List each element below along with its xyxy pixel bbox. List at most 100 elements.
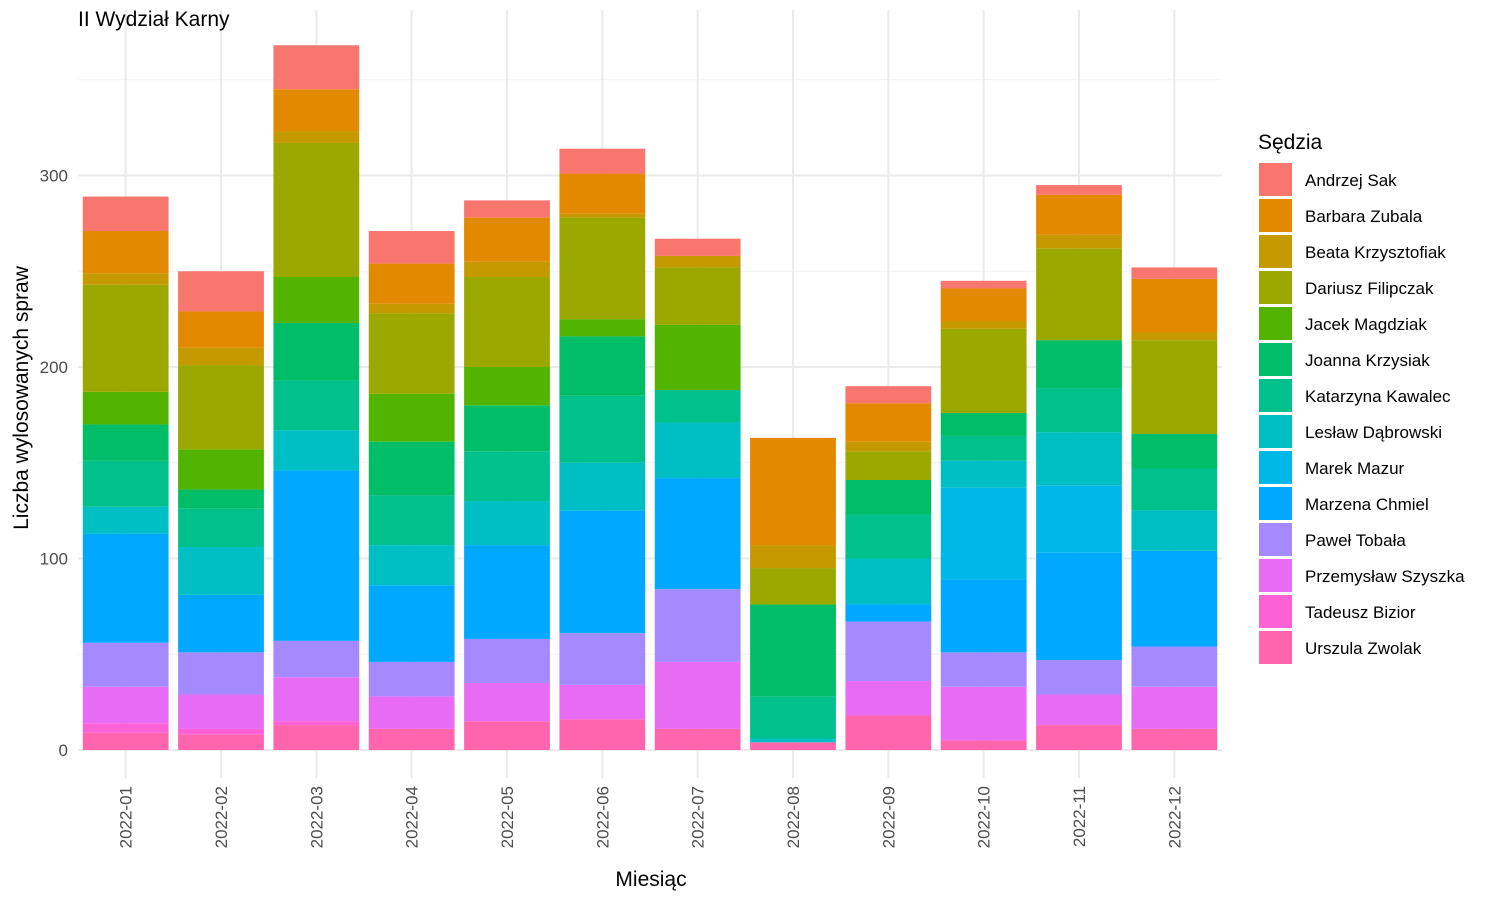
- bar-segment: [1036, 485, 1122, 553]
- bar-segment: [368, 495, 455, 546]
- bar-segment: [273, 142, 360, 277]
- bar-segment: [273, 721, 360, 726]
- legend-label: Beata Krzysztofiak: [1305, 243, 1446, 262]
- bar-segment: [654, 661, 741, 729]
- bar-segment: [82, 273, 169, 285]
- bar-segment: [178, 652, 264, 695]
- bar-segment: [654, 389, 741, 423]
- legend-label: Jacek Magdziak: [1305, 315, 1427, 334]
- bar-segment: [82, 391, 169, 425]
- bar-segment: [178, 734, 264, 750]
- bar-segment: [845, 479, 932, 515]
- bar-segment: [1131, 646, 1218, 687]
- legend: Sędzia Andrzej Sak Barbara Zubala Beata Kr…: [1258, 131, 1465, 664]
- bar-segment: [464, 451, 550, 502]
- bar-segment: [82, 424, 169, 461]
- bar-segment: [82, 533, 169, 643]
- bar-segment: [940, 280, 1027, 289]
- legend-key: [1259, 235, 1292, 268]
- bar-segment: [654, 478, 741, 590]
- bar-segment: [273, 45, 360, 90]
- bar-segment: [464, 276, 550, 367]
- bar-segment: [1131, 267, 1218, 279]
- x-tick-label: 2022-07: [689, 786, 708, 848]
- bar-segment: [559, 719, 646, 750]
- bar-segment: [940, 487, 1027, 580]
- legend-label: Marzena Chmiel: [1305, 495, 1429, 514]
- bar-segment: [273, 677, 360, 722]
- x-tick-label: 2022-04: [403, 786, 422, 848]
- bar-segment: [82, 686, 169, 724]
- bar-segment: [464, 200, 550, 218]
- bar-segment: [273, 380, 360, 431]
- bar-segment: [368, 696, 455, 729]
- bar-segment: [1036, 694, 1122, 726]
- bar-segment: [1131, 340, 1218, 435]
- bar-segment: [273, 725, 360, 750]
- bar-segment: [82, 732, 169, 750]
- bar-segment: [368, 545, 455, 586]
- bar-segment: [845, 514, 932, 559]
- bar-segment: [559, 684, 646, 720]
- bar-segment: [559, 633, 646, 685]
- legend-label: Tadeusz Bizior: [1305, 603, 1416, 622]
- bar-segment: [559, 336, 646, 396]
- legend-label: Katarzyna Kawalec: [1305, 387, 1451, 406]
- bar-segment: [368, 263, 455, 304]
- bar-segment: [559, 213, 646, 218]
- bar-segment: [654, 267, 741, 325]
- bar-segment: [845, 451, 932, 480]
- legend-key: [1259, 595, 1292, 628]
- bar-segment: [940, 460, 1027, 488]
- legend-key: [1259, 487, 1292, 520]
- x-tick-label: 2022-06: [593, 786, 612, 848]
- bar-segment: [464, 405, 550, 452]
- x-tick-label: 2022-03: [307, 786, 326, 848]
- bar-segment: [845, 403, 932, 442]
- bar-segment: [1036, 552, 1122, 660]
- bar-segment: [178, 489, 264, 509]
- legend-label: Paweł Tobała: [1305, 531, 1406, 550]
- bar-segment: [273, 276, 360, 323]
- bar-segment: [940, 686, 1027, 741]
- bar-segment: [82, 231, 169, 274]
- x-tick-label: 2022-11: [1070, 786, 1089, 847]
- bar-segment: [654, 422, 741, 479]
- bar-segment: [368, 303, 455, 314]
- bar-segment: [559, 173, 646, 214]
- x-tick-label: 2022-08: [784, 786, 803, 848]
- y-tick-label: 300: [40, 167, 68, 186]
- bar-segment: [559, 395, 646, 463]
- bar-segment: [940, 288, 1027, 322]
- bar-segment: [940, 321, 1027, 329]
- bar-segment: [750, 738, 836, 743]
- bar-segment: [1036, 432, 1122, 486]
- legend-key: [1259, 451, 1292, 484]
- bar-segment: [464, 501, 550, 546]
- bar-segment: [1036, 194, 1122, 235]
- bar-segment: [82, 506, 169, 534]
- bar-segment: [368, 585, 455, 662]
- bar-segment: [368, 441, 455, 496]
- legend-key: [1259, 343, 1292, 376]
- bar-segment: [559, 510, 646, 634]
- legend-label: Andrzej Sak: [1305, 171, 1397, 190]
- bar-segment: [1036, 340, 1122, 389]
- bar-segment: [940, 579, 1027, 653]
- bar-segment: [845, 715, 932, 750]
- bar-segment: [559, 319, 646, 337]
- bar-segment: [1131, 468, 1218, 511]
- bar-segment: [178, 694, 264, 729]
- bar-segment: [1036, 185, 1122, 195]
- bar-segment: [273, 322, 360, 381]
- x-tick-label: 2022-12: [1165, 786, 1184, 848]
- bar-segment: [178, 728, 264, 735]
- bar-segment: [273, 89, 360, 132]
- bar-segment: [1036, 725, 1122, 750]
- bar-segment: [940, 435, 1027, 461]
- bar-segment: [845, 558, 932, 605]
- bar-segment: [750, 568, 836, 605]
- bar-segment: [368, 393, 455, 442]
- bar-segment: [178, 508, 264, 548]
